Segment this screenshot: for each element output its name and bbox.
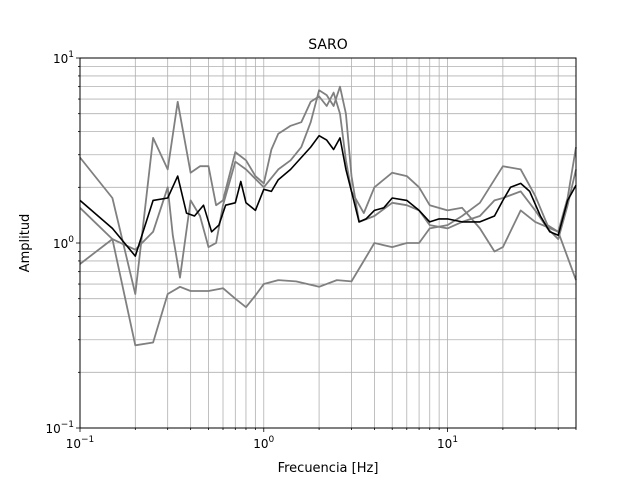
y-axis-label: Amplitud [18,214,33,273]
axis-ticks: 10−1 100 101 10−1 100 101 [45,50,577,451]
x-axis-label: Frecuencia [Hz] [278,461,379,476]
series-line-2 [79,146,577,347]
x-tick-label: 10−1 [66,435,95,451]
series-lines [79,85,577,347]
y-tick-label: 10−1 [45,420,74,436]
series-line-1 [79,91,577,295]
series-line-4 [79,134,577,257]
grid [79,57,577,429]
y-tick-label: 100 [53,235,74,251]
chart-title: SARO [308,37,347,53]
x-tick-label: 101 [437,435,458,451]
x-tick-label: 100 [253,435,274,451]
y-tick-label: 101 [53,50,74,66]
